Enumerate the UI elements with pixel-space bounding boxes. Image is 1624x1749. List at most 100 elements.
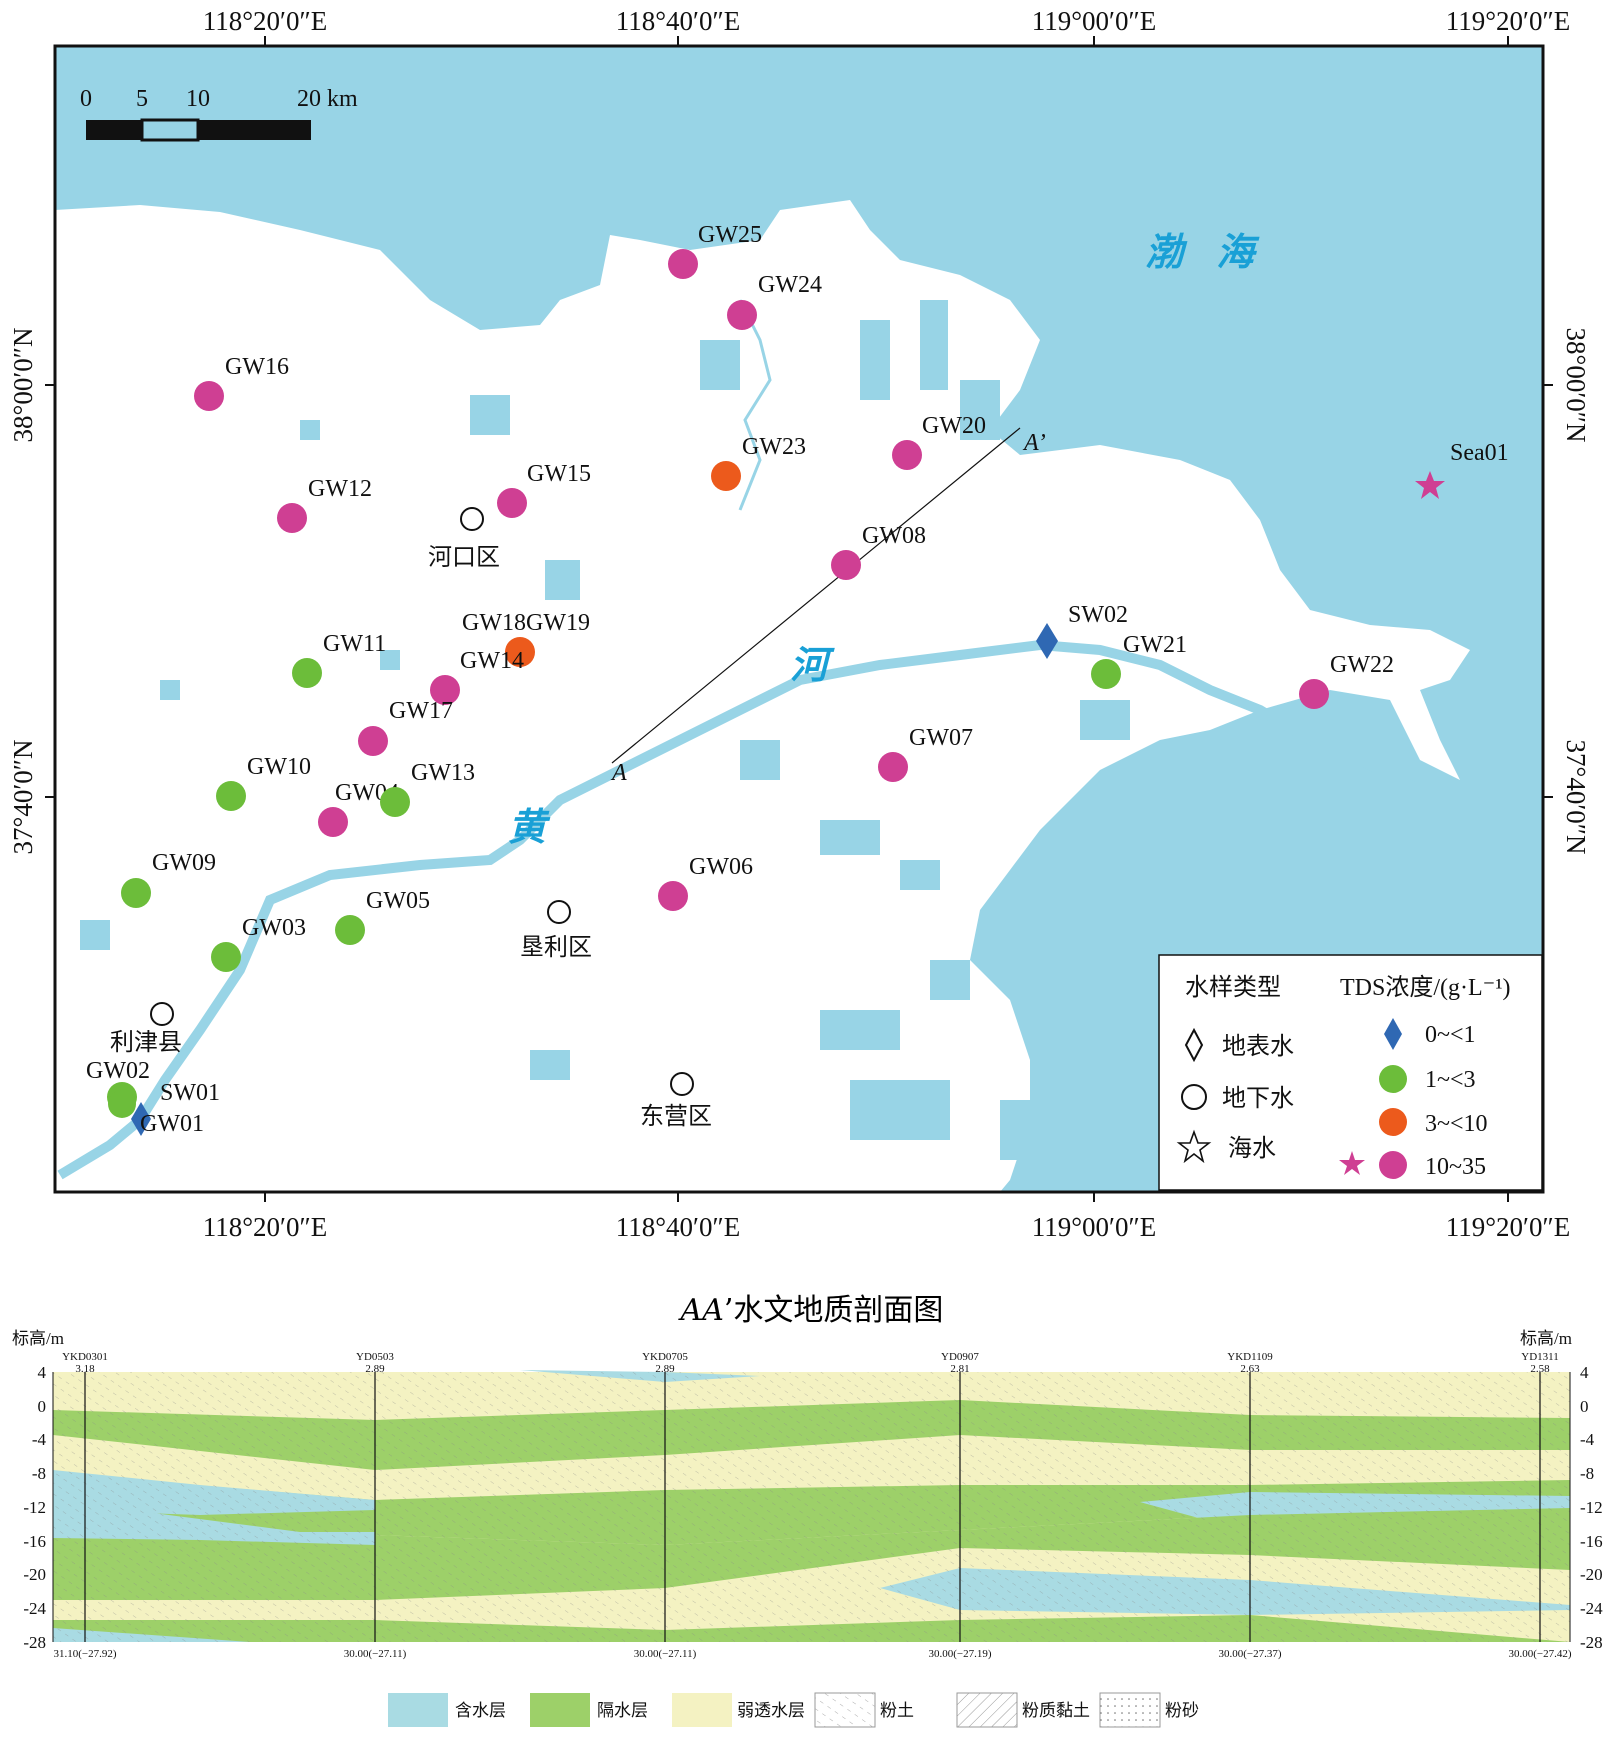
sample-label-gw21: GW21 <box>1123 632 1187 658</box>
scale-tick-10: 10 <box>186 86 210 112</box>
legend-type-surface: 地表水 <box>1222 1032 1294 1060</box>
y-tick-right-m20: -20 <box>1580 1565 1603 1584</box>
sample-marker-gw07 <box>878 752 908 782</box>
city-marker-dongying <box>670 1072 694 1096</box>
lon-label-top-4: 119°20′0″E <box>1446 6 1570 36</box>
legend-label-aquitard: 隔水层 <box>597 1701 648 1720</box>
sample-marker-gw04 <box>318 807 348 837</box>
legend-swatch-silty-sand <box>1099 1692 1161 1728</box>
legend-type-title: 水样类型 <box>1185 973 1281 1001</box>
borehole-depth-4: 30.00(−27.19) <box>928 1648 991 1660</box>
ponds <box>80 300 1130 1160</box>
section-line <box>611 427 1021 764</box>
sample-marker-gw22 <box>1299 679 1329 709</box>
y-axis-label-right: 标高/m <box>1520 1329 1572 1348</box>
y-tick-left-4: 4 <box>38 1363 47 1382</box>
legend-tds-3-star <box>1339 1151 1365 1175</box>
legend-tds-3-symbol <box>1379 1151 1407 1179</box>
legend-label-silty-sand: 粉砂 <box>1165 1701 1199 1720</box>
sample-marker-gw08 <box>831 550 861 580</box>
sample-marker-gw15 <box>497 488 527 518</box>
section-title-rest: ’水文地质剖面图 <box>724 1293 944 1328</box>
sample-marker-gw05 <box>335 915 365 945</box>
y-axis-right: 4 0 -4 -8 -12 -16 -20 -24 -28 <box>1569 1363 1603 1652</box>
scale-tick-5: 5 <box>136 86 148 112</box>
borehole-name-3: YKD0705 <box>642 1351 688 1363</box>
legend-swatch-silt <box>814 1692 876 1728</box>
borehole-depth-1: 31.10(−27.92) <box>53 1648 116 1660</box>
section-legend: 含水层 隔水层 弱透水层 粉土 粉质黏土 粉砂 <box>388 1692 1199 1728</box>
section-start-label: A <box>610 760 627 786</box>
borehole-name-6: YD1311 <box>1521 1351 1558 1363</box>
sample-label-gw24: GW24 <box>758 272 822 298</box>
legend-swatch-aquifer <box>388 1693 448 1727</box>
borehole-depth-2: 30.00(−27.11) <box>344 1648 407 1660</box>
sample-marker-gw23 <box>711 461 741 491</box>
legend-label-silty-clay: 粉质黏土 <box>1022 1701 1090 1720</box>
sample-marker-gw24 <box>727 300 757 330</box>
lat-label-left-2: 37°40′0″N <box>8 740 38 855</box>
sample-label-gw18gw19: GW18GW19 <box>462 610 590 636</box>
sample-label-sea01: Sea01 <box>1450 440 1509 466</box>
legend-label-weak: 弱透水层 <box>737 1701 805 1720</box>
y-tick-left-m28: -28 <box>23 1633 46 1652</box>
tributary <box>738 299 772 511</box>
sample-label-gw23: GW23 <box>742 434 806 460</box>
sample-marker-sea01 <box>1415 471 1445 499</box>
section-title-italic: AA <box>678 1293 724 1328</box>
sample-label-gw07: GW07 <box>909 725 973 751</box>
borehole-name-4: YD0907 <box>941 1351 979 1363</box>
sample-label-gw11: GW11 <box>323 631 386 657</box>
city-marker-lijin <box>150 1002 174 1026</box>
lon-label-bottom-3: 119°00′0″E <box>1032 1212 1156 1240</box>
borehole-depth-6: 30.00(−27.42) <box>1508 1648 1571 1660</box>
scale-bar: 0 5 10 20 km <box>80 86 358 142</box>
borehole-elev-6: 2.58 <box>1530 1363 1550 1375</box>
borehole-name-2: YD0503 <box>356 1351 394 1363</box>
sample-marker-gw12 <box>277 503 307 533</box>
lon-label-bottom-1: 118°20′0″E <box>203 1212 327 1240</box>
sample-label-sw01: SW01 <box>160 1080 220 1106</box>
scale-tick-20: 20 km <box>297 86 358 112</box>
sample-label-gw12: GW12 <box>308 476 372 502</box>
sample-label-gw02: GW02 <box>86 1058 150 1084</box>
borehole-elev-4: 2.81 <box>950 1363 969 1375</box>
city-marker-kenli <box>547 900 571 924</box>
sample-marker-gw11 <box>292 658 322 688</box>
sample-marker-gw14 <box>430 675 460 705</box>
legend-seawater-symbol <box>1176 1129 1212 1164</box>
legend-tds-0-symbol <box>1384 1018 1402 1050</box>
y-axis-left: 4 0 -4 -8 -12 -16 -20 -24 -28 <box>23 1363 54 1652</box>
sample-points: GW25 GW24 GW16 GW23 GW20 GW15 GW12 GW08 … <box>86 222 1509 1137</box>
borehole-elev-5: 2.63 <box>1240 1363 1260 1375</box>
legend-type-groundwater: 地下水 <box>1222 1084 1294 1112</box>
y-tick-right-m28: -28 <box>1580 1633 1603 1652</box>
sample-marker-sw01 <box>131 1102 151 1136</box>
city-label-dongying: 东营区 <box>640 1102 712 1130</box>
y-tick-left-m24: -24 <box>23 1599 46 1618</box>
sample-marker-sw02 <box>1036 623 1058 659</box>
sample-label-gw25: GW25 <box>698 222 762 248</box>
yellow-river <box>57 639 1423 1180</box>
y-axis-label-left: 标高/m <box>12 1329 64 1348</box>
legend-label-aquifer: 含水层 <box>455 1701 506 1720</box>
sample-label-gw15: GW15 <box>527 461 591 487</box>
river-label-1: 黄 <box>508 804 551 849</box>
borehole-labels: YKD0301 3.18 31.10(−27.92) YD0503 2.89 3… <box>53 1351 1571 1660</box>
sample-marker-gw01 <box>108 1090 136 1118</box>
borehole-depth-3: 30.00(−27.11) <box>634 1648 697 1660</box>
legend-groundwater-symbol <box>1181 1084 1207 1110</box>
borehole-elev-3: 2.89 <box>655 1363 675 1375</box>
sample-marker-gw18gw19 <box>505 637 535 667</box>
y-tick-left-m20: -20 <box>23 1565 46 1584</box>
legend-swatch-aquitard <box>530 1693 590 1727</box>
y-tick-right-m24: -24 <box>1580 1599 1603 1618</box>
legend-tds-3: 10~35 <box>1425 1154 1486 1180</box>
section-title: AA’水文地质剖面图 <box>678 1293 944 1328</box>
legend-tds-1-symbol <box>1379 1065 1407 1093</box>
lat-label-left-1: 38°00′0″N <box>8 328 38 443</box>
legend-tds-1: 1~<3 <box>1425 1067 1476 1093</box>
legend-label-silt: 粉土 <box>880 1701 914 1720</box>
y-tick-left-m16: -16 <box>23 1532 46 1551</box>
sample-marker-gw16 <box>194 381 224 411</box>
